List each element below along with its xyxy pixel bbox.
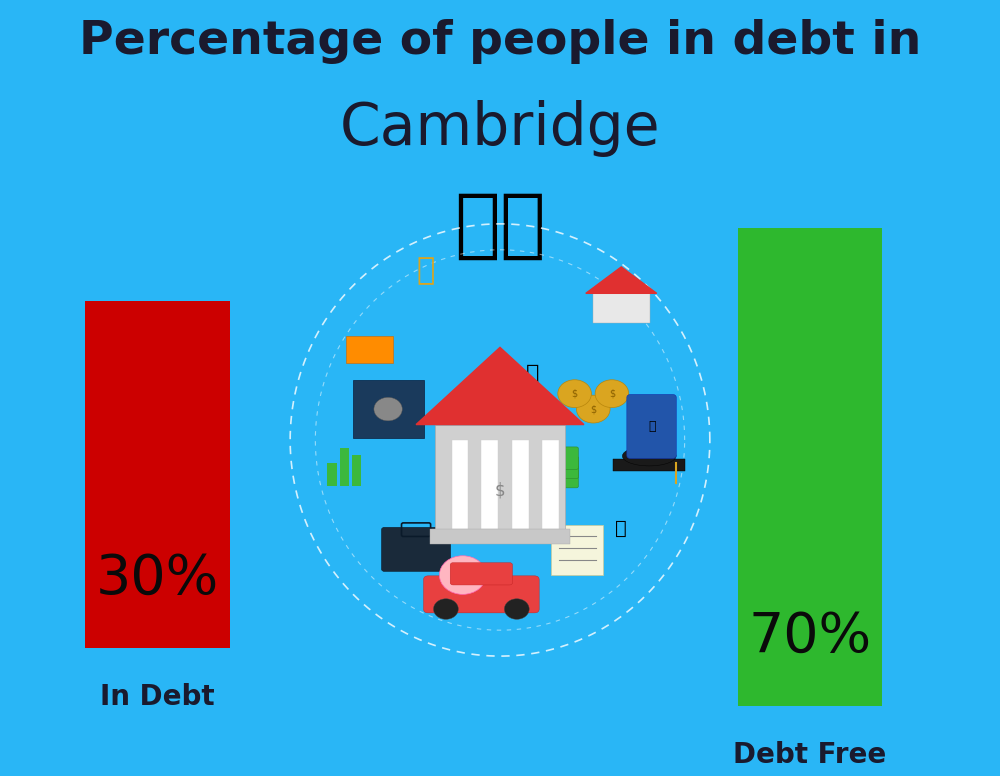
Bar	[352, 456, 361, 487]
FancyBboxPatch shape	[534, 447, 578, 469]
Text: 30%: 30%	[96, 552, 219, 606]
Bar	[593, 287, 650, 323]
FancyBboxPatch shape	[353, 379, 424, 438]
Text: 🏦: 🏦	[648, 420, 656, 432]
FancyBboxPatch shape	[613, 459, 685, 471]
Text: $: $	[553, 452, 559, 462]
Text: 🔒: 🔒	[615, 519, 627, 539]
FancyBboxPatch shape	[435, 424, 565, 532]
Circle shape	[595, 379, 629, 407]
FancyBboxPatch shape	[627, 394, 676, 459]
Text: $: $	[553, 471, 559, 481]
Text: Percentage of people in debt in: Percentage of people in debt in	[79, 19, 921, 64]
Text: $: $	[609, 389, 615, 399]
FancyBboxPatch shape	[382, 528, 451, 571]
Circle shape	[504, 599, 529, 619]
Text: 🇬🇧: 🇬🇧	[454, 189, 546, 263]
Polygon shape	[586, 267, 657, 293]
Text: Cambridge: Cambridge	[340, 100, 660, 158]
Ellipse shape	[622, 446, 676, 466]
Circle shape	[558, 379, 591, 407]
FancyBboxPatch shape	[534, 456, 578, 479]
Polygon shape	[416, 348, 584, 424]
Circle shape	[439, 556, 486, 594]
FancyBboxPatch shape	[450, 563, 512, 585]
Circle shape	[576, 395, 610, 423]
Text: 70%: 70%	[748, 610, 872, 663]
Bar	[542, 440, 559, 528]
Text: 🔑: 🔑	[526, 365, 539, 384]
Text: $: $	[460, 456, 466, 466]
Circle shape	[374, 397, 402, 421]
Text: 🦅: 🦅	[416, 255, 435, 285]
Text: $: $	[590, 404, 596, 414]
Bar	[85, 301, 230, 649]
Bar	[340, 448, 349, 487]
Bar	[481, 440, 498, 528]
FancyBboxPatch shape	[551, 525, 603, 575]
Bar	[738, 227, 882, 706]
Text: $: $	[553, 462, 559, 472]
FancyBboxPatch shape	[346, 336, 393, 363]
Bar	[452, 440, 468, 528]
Text: In Debt: In Debt	[100, 683, 215, 711]
FancyBboxPatch shape	[438, 450, 488, 473]
FancyBboxPatch shape	[438, 441, 488, 463]
FancyBboxPatch shape	[438, 431, 488, 454]
Bar	[430, 528, 570, 544]
Bar	[327, 463, 337, 487]
Text: $: $	[460, 438, 466, 447]
Bar	[512, 440, 529, 528]
Text: Debt Free: Debt Free	[733, 741, 887, 769]
FancyBboxPatch shape	[424, 576, 539, 613]
FancyBboxPatch shape	[534, 466, 578, 488]
Circle shape	[434, 599, 458, 619]
Text: $: $	[460, 446, 466, 456]
Text: $: $	[495, 481, 505, 499]
Text: $: $	[572, 389, 578, 399]
